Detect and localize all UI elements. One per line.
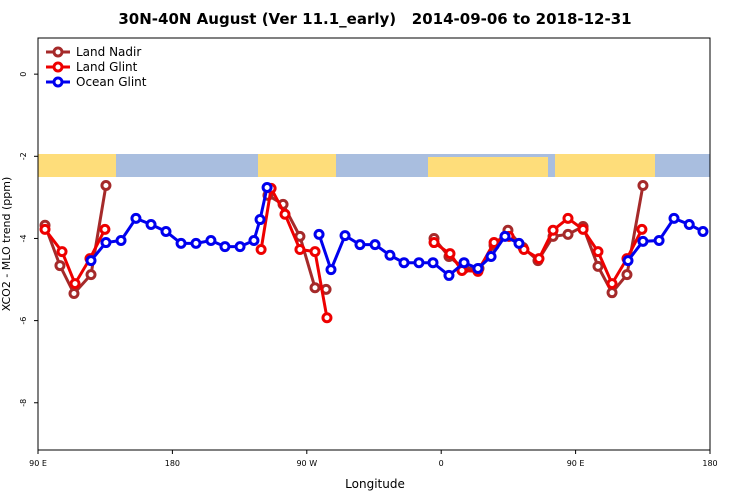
data-point [205, 235, 217, 247]
data-point [100, 179, 112, 191]
data-point [637, 235, 649, 247]
data-point [68, 287, 80, 299]
data-point [653, 235, 665, 247]
data-point [513, 237, 525, 249]
y-tick-label: -2 [19, 152, 28, 160]
data-point [130, 212, 142, 224]
legend-label: Ocean Glint [76, 75, 147, 89]
data-point [100, 237, 112, 249]
y-tick-label: -8 [19, 399, 28, 407]
legend-label: Land Nadir [76, 45, 141, 59]
data-point [606, 278, 618, 290]
map-strip [38, 154, 710, 177]
data-point [683, 218, 695, 230]
data-point [219, 241, 231, 253]
data-point [309, 246, 321, 258]
data-point [145, 218, 157, 230]
x-tick-label: 180 [702, 459, 717, 468]
x-tick-label: 90 W [296, 459, 317, 468]
data-point [115, 235, 127, 247]
data-point [56, 246, 68, 258]
data-point [668, 212, 680, 224]
data-point [562, 228, 574, 240]
series-line [89, 187, 704, 278]
data-point [99, 223, 111, 235]
y-tick-label: -6 [19, 317, 28, 325]
y-axis-title: XCO2 - MLO trend (ppm) [0, 177, 13, 312]
data-point [458, 257, 470, 269]
data-point [533, 253, 545, 265]
data-point [279, 208, 291, 220]
data-point [577, 223, 589, 235]
data-point [485, 251, 497, 263]
data-point [637, 179, 649, 191]
data-point [85, 269, 97, 281]
data-point [190, 237, 202, 249]
data-point [261, 182, 273, 194]
y-tick-label: 0 [19, 72, 28, 77]
data-point [697, 225, 709, 237]
data-point [413, 257, 425, 269]
x-axis-title: Longitude [345, 477, 405, 491]
x-tick-label: 180 [165, 459, 180, 468]
legend-marker [52, 76, 64, 88]
data-point [175, 237, 187, 249]
legend-marker [52, 61, 64, 73]
x-tick-label: 90 E [567, 459, 585, 468]
x-tick-label: 90 E [29, 459, 47, 468]
data-point [313, 228, 325, 240]
plot-frame [37, 37, 711, 451]
data-point [488, 237, 500, 249]
data-point [248, 235, 260, 247]
data-point [255, 244, 267, 256]
data-point [234, 241, 246, 253]
data-point [160, 225, 172, 237]
data-point [354, 239, 366, 251]
series-line [43, 183, 644, 318]
data-point [499, 230, 511, 242]
data-point [339, 230, 351, 242]
data-point [621, 269, 633, 281]
data-point [69, 278, 81, 290]
data-point [85, 255, 97, 267]
data-point [592, 260, 604, 272]
x-tick-label: 0 [439, 459, 444, 468]
data-point [562, 212, 574, 224]
chart-title: 30N-40N August (Ver 11.1_early) 2014-09-… [118, 10, 631, 28]
data-point [547, 224, 559, 236]
data-point [54, 260, 66, 272]
data-point [294, 244, 306, 256]
data-point [309, 282, 321, 294]
data-point [369, 239, 381, 251]
data-point [592, 246, 604, 258]
data-point [444, 248, 456, 260]
data-point [636, 223, 648, 235]
data-point [427, 257, 439, 269]
data-point [443, 269, 455, 281]
data-point [325, 264, 337, 276]
data-point [472, 262, 484, 274]
data-point [398, 257, 410, 269]
legend-label: Land Glint [76, 60, 138, 74]
data-point [254, 214, 266, 226]
data-point [384, 249, 396, 261]
data-point [622, 255, 634, 267]
legend-marker [52, 46, 64, 58]
data-point [428, 237, 440, 249]
data-point [321, 312, 333, 324]
data-point [39, 223, 51, 235]
y-tick-label: -4 [19, 234, 28, 242]
data-point [606, 287, 618, 299]
